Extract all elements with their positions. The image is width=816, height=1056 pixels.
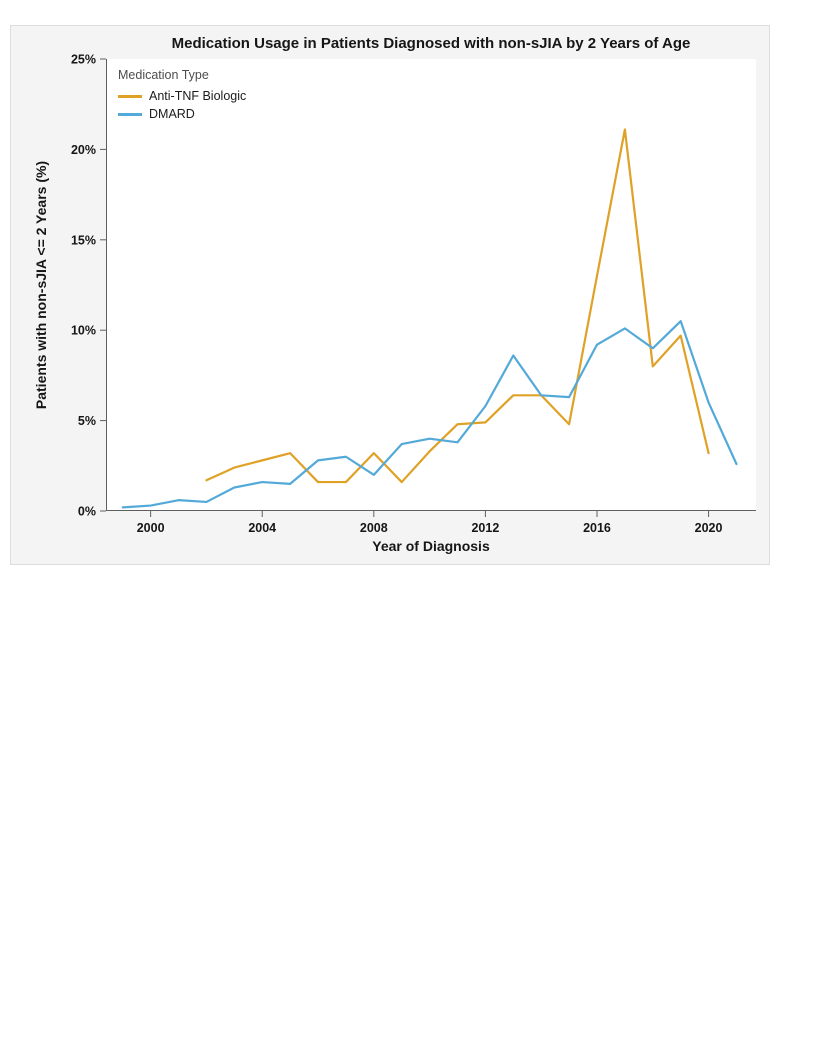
legend-entries: Anti-TNF Biologic DMARD — [118, 89, 246, 121]
series-line-anti-tnf-biologic — [205, 128, 710, 484]
legend-title: Medication Type — [118, 68, 209, 82]
legend-entry: Anti-TNF Biologic — [118, 89, 246, 103]
legend-label: DMARD — [149, 107, 195, 121]
y-tick-label: 0% — [78, 505, 96, 519]
legend: Medication Type Anti-TNF Biologic DMARD — [118, 68, 246, 125]
series-line-dmard — [121, 320, 738, 509]
chart-panel: Medication Usage in Patients Diagnosed w… — [10, 25, 770, 565]
y-tick-label: 25% — [71, 53, 96, 67]
legend-entry: DMARD — [118, 107, 246, 121]
y-tick-label: 5% — [78, 414, 96, 428]
line-chart: 2000 2004 2008 2012 2016 2020 0% 5% 10% 15% 20% 25% — [71, 53, 756, 535]
y-axis-label: Patients with non-sJIA <= 2 Years (%) — [33, 160, 49, 410]
x-axis-label: Year of Diagnosis — [372, 538, 490, 554]
x-tick-label: 2016 — [583, 521, 611, 535]
legend-swatch — [118, 94, 142, 98]
y-tick-label: 15% — [71, 233, 96, 247]
legend-label: Anti-TNF Biologic — [149, 89, 247, 103]
y-tick-label: 20% — [71, 143, 96, 157]
x-tick-label: 2000 — [137, 521, 165, 535]
x-tick-label: 2012 — [471, 521, 499, 535]
legend-swatch — [118, 112, 142, 116]
y-tick-label: 10% — [71, 324, 96, 338]
chart-title: Medication Usage in Patients Diagnosed w… — [171, 35, 691, 52]
x-tick-label: 2020 — [695, 521, 723, 535]
x-tick-label: 2004 — [248, 521, 276, 535]
x-tick-label: 2008 — [360, 521, 388, 535]
